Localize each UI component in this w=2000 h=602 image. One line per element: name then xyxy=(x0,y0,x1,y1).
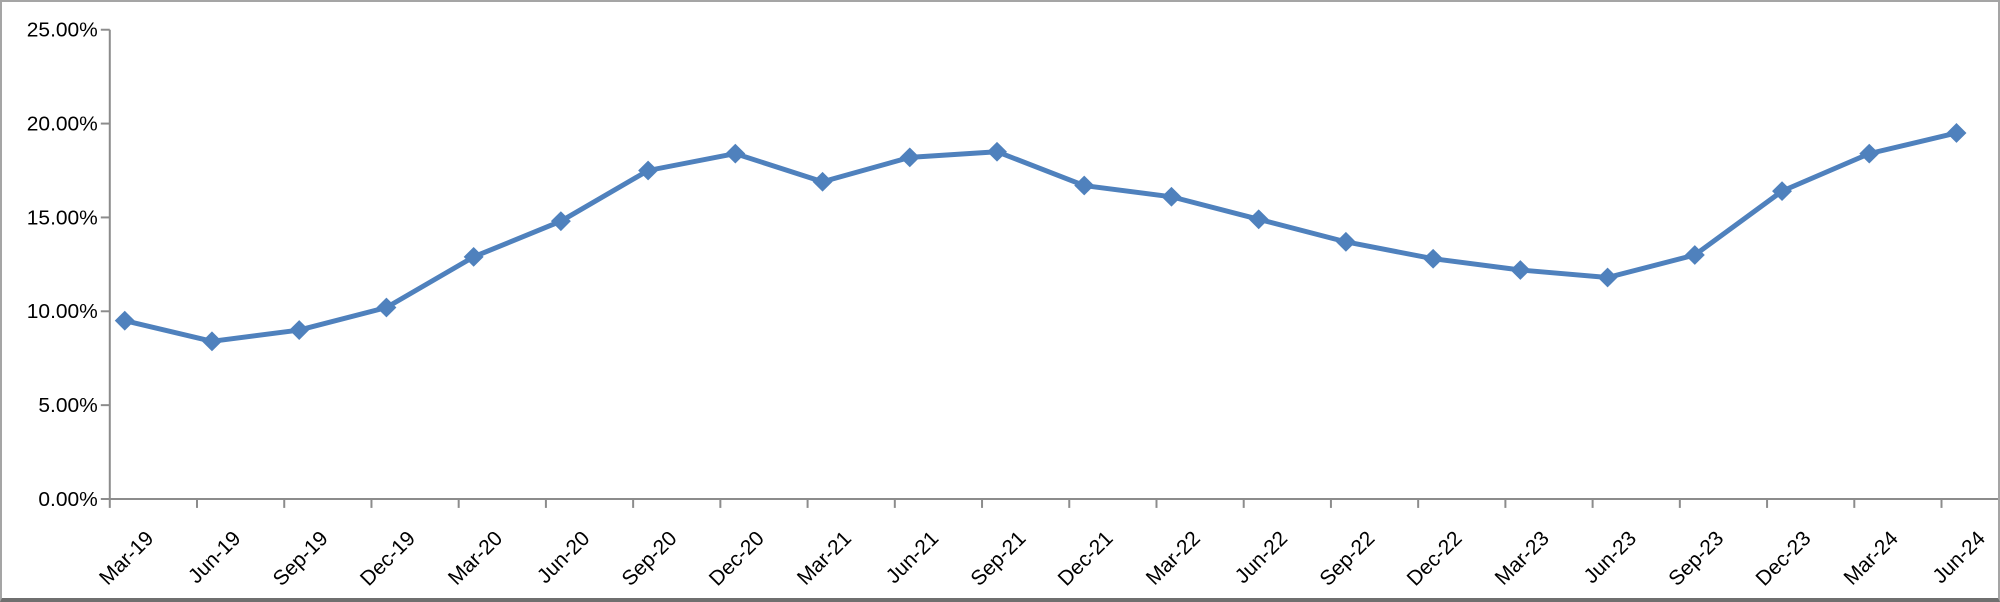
x-tick-label: Dec-22 xyxy=(1403,527,1467,591)
data-point-marker xyxy=(1946,123,1967,143)
data-point-marker xyxy=(1684,245,1705,265)
x-tick-label: Sep-23 xyxy=(1664,527,1728,591)
x-tick-label: Jun-24 xyxy=(1928,527,1990,588)
data-point-marker xyxy=(1423,248,1444,269)
data-point-marker xyxy=(550,211,571,232)
x-tick-label: Sep-21 xyxy=(966,527,1030,591)
data-point-marker xyxy=(114,310,135,331)
data-point-marker xyxy=(725,143,746,164)
data-point-marker xyxy=(1074,175,1095,196)
data-point-marker xyxy=(289,320,310,340)
data-point-marker xyxy=(201,331,222,352)
data-point-marker xyxy=(899,147,920,168)
x-tick-label: Dec-19 xyxy=(356,527,420,591)
data-point-marker xyxy=(463,246,484,267)
data-point-marker xyxy=(1161,186,1182,207)
x-tick-label: Mar-24 xyxy=(1840,527,1903,590)
data-point-marker xyxy=(812,171,833,192)
x-tick-label: Sep-20 xyxy=(618,527,682,591)
y-tick-label: 5.00% xyxy=(38,394,97,417)
x-tick-label: Mar-19 xyxy=(95,527,158,590)
x-tick-label: Mar-21 xyxy=(793,527,856,590)
x-tick-label: Dec-23 xyxy=(1751,527,1815,591)
x-tick-label: Sep-22 xyxy=(1315,527,1379,591)
x-tick-label: Dec-21 xyxy=(1054,527,1118,591)
x-tick-label: Mar-22 xyxy=(1142,527,1205,590)
y-tick-label: 15.00% xyxy=(27,206,98,229)
x-tick-label: Jun-19 xyxy=(184,527,246,588)
x-tick-label: Mar-23 xyxy=(1491,527,1554,590)
x-tick-label: Jun-21 xyxy=(882,527,944,588)
data-point-marker xyxy=(1859,143,1880,164)
data-point-marker xyxy=(1772,181,1793,202)
y-tick-label: 20.00% xyxy=(27,113,98,136)
x-tick-label: Jun-22 xyxy=(1231,527,1293,588)
data-point-marker xyxy=(1335,231,1356,252)
data-point-marker xyxy=(1248,209,1269,230)
series-line xyxy=(122,130,1959,344)
y-tick-label: 0.00% xyxy=(38,488,97,511)
data-point-marker xyxy=(638,160,659,181)
data-point-marker xyxy=(1597,267,1618,288)
y-tick-label: 25.00% xyxy=(27,19,98,42)
x-tick-label: Jun-20 xyxy=(533,527,595,588)
data-point-marker xyxy=(1510,260,1531,280)
x-tick-label: Sep-19 xyxy=(269,527,333,591)
x-tick-label: Jun-23 xyxy=(1579,527,1641,588)
x-tick-label: Mar-20 xyxy=(444,527,507,590)
data-point-marker xyxy=(376,297,397,318)
data-point-marker xyxy=(987,141,1007,162)
y-tick-label: 10.00% xyxy=(27,300,98,323)
x-tick-label: Dec-20 xyxy=(705,527,769,591)
